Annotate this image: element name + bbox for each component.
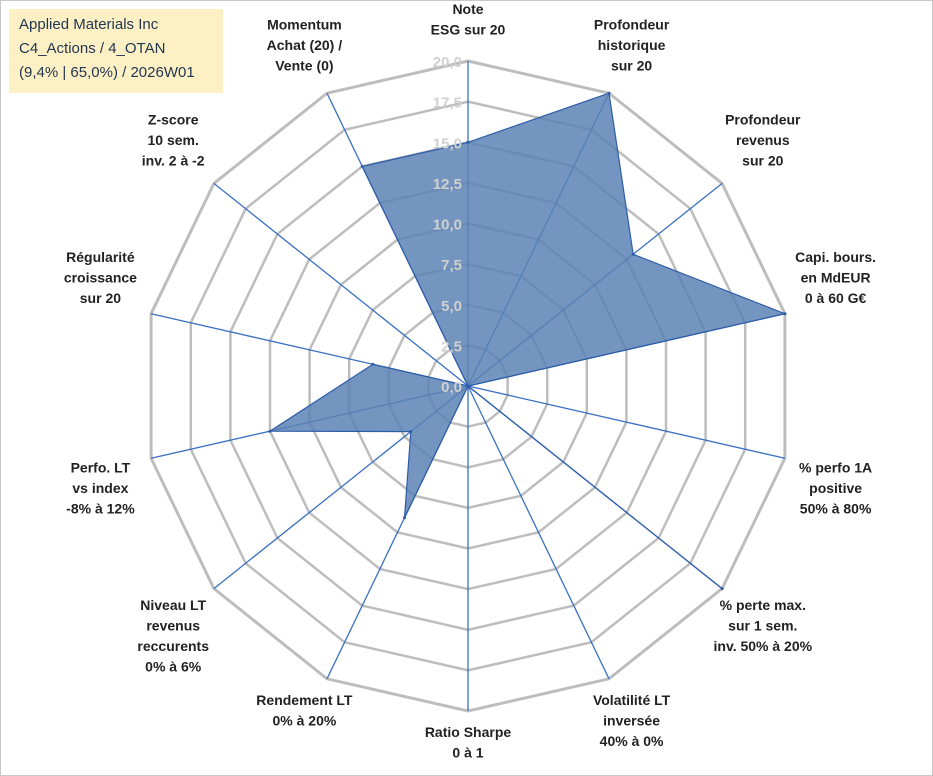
tick-label: 2,5 (441, 338, 462, 355)
axis-spoke (213, 182, 469, 387)
axis-label: Volatilité LT inversée 40% à 0% (593, 692, 671, 749)
axis-spoke (467, 385, 610, 680)
axis-label: Niveau LT revenus reccurents 0% à 6% (137, 597, 209, 675)
data-point (360, 164, 364, 168)
series-area (267, 92, 787, 590)
data-point (409, 430, 413, 434)
axis-spoke (467, 385, 786, 459)
tick-label: 10,0 (433, 217, 462, 234)
data-point (720, 587, 724, 591)
tick-label: 12,5 (433, 176, 462, 193)
series-points (268, 91, 787, 591)
data-point (403, 516, 406, 520)
axis-label: Ratio Sharpe 0 à 1 (425, 724, 512, 761)
axis-label: Note ESG sur 20 (431, 1, 506, 38)
title-box: Applied Materials Inc C4_Actions / 4_OTA… (9, 9, 223, 93)
axis-labels: Note ESG sur 20 Profondeur historique sur 20… (64, 1, 876, 761)
axis-label: Profondeur revenus sur 20 (725, 112, 801, 169)
tick-label: 5,0 (441, 298, 462, 315)
data-point (466, 140, 470, 144)
tick-label: 15,0 (433, 135, 462, 152)
data-point (371, 362, 375, 366)
tick-label: 7,5 (441, 257, 462, 274)
axis-label: Profondeur historique sur 20 (594, 17, 670, 74)
tick-label: 20,0 (433, 54, 462, 71)
data-point (631, 252, 635, 256)
data-point (783, 312, 787, 316)
tick-label: 0,0 (441, 379, 462, 396)
data-point (607, 91, 611, 95)
axis-label: Z-score 10 sem. inv. 2 à -2 (142, 112, 205, 169)
axis-label: % perte max. sur 1 sem. inv. 50% à 20% (714, 597, 813, 654)
tick-labels: 0,0 2,5 5,0 7,5 10,0 12,5 15,0 17,5 20,0 (433, 54, 462, 396)
title-line-period: (9,4% | 65,0%) / 2026W01 (19, 64, 195, 81)
axis-label: Perfo. LT vs index -8% à 12% (66, 459, 135, 516)
axis-label: Régularité croissance sur 20 (64, 249, 137, 306)
axis-label: Momentum Achat (20) / Vente (0) (267, 17, 343, 74)
title-line-company: Applied Materials Inc (19, 16, 159, 33)
title-line-portfolio: C4_Actions / 4_OTAN (19, 40, 166, 57)
axis-label: % perfo 1A positive 50% à 80% (799, 459, 872, 516)
axis-label: Capi. bours. en MdEUR 0 à 60 G€ (795, 249, 876, 306)
axis-label: Rendement LT 0% à 20% (256, 692, 353, 729)
tick-label: 17,5 (433, 95, 462, 112)
data-point (466, 384, 470, 388)
data-point (268, 429, 272, 433)
